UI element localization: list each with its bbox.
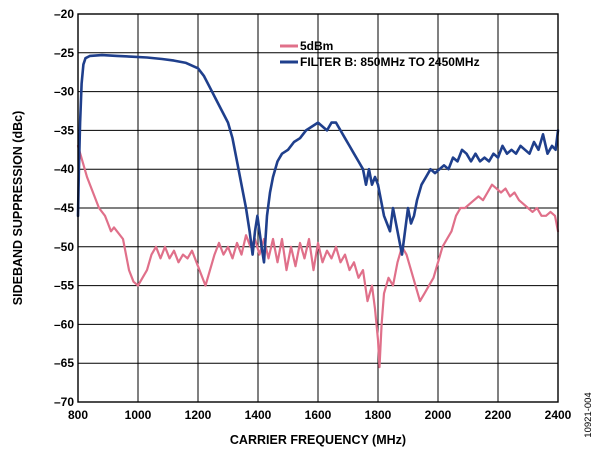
y-tick-label: –60 [54, 317, 74, 331]
y-tick-label: –55 [54, 279, 74, 293]
x-tick-label: 1000 [125, 408, 152, 422]
legend-label-5dbm: 5dBm [300, 39, 333, 53]
y-tick-label: –25 [54, 46, 74, 60]
y-tick-label: –30 [54, 85, 74, 99]
x-tick-label: 1200 [185, 408, 212, 422]
x-tick-label: 800 [68, 408, 88, 422]
x-tick-label: 1800 [365, 408, 392, 422]
tick-labels: 800 1000 1200 1400 1600 1800 2000 2200 2400 –20 –2… [54, 7, 572, 422]
plot-frame [77, 13, 559, 403]
x-axis-label: CARRIER FREQUENCY (MHz) [230, 433, 406, 447]
x-tick-label: 2200 [485, 408, 512, 422]
y-axis-label: SIDEBAND SUPPRESSION (dBc) [11, 111, 25, 305]
y-tick-label: –40 [54, 162, 74, 176]
legend: 5dBm FILTER B: 850MHz TO 2450MHz [280, 39, 480, 69]
x-tick-label: 1600 [305, 408, 332, 422]
series-line-5dbm [76, 144, 560, 369]
series-layer [76, 53, 560, 369]
figure-id: 10921-004 [583, 392, 594, 437]
y-tick-label: –35 [54, 123, 74, 137]
x-tick-label: 2000 [425, 408, 452, 422]
x-tick-label: 2400 [545, 408, 572, 422]
series-line-filter-b [76, 53, 560, 264]
x-tick-label: 1400 [245, 408, 272, 422]
y-tick-label: –65 [54, 356, 74, 370]
y-tick-label: –50 [54, 240, 74, 254]
y-tick-label: –45 [54, 201, 74, 215]
y-tick-label: –20 [54, 7, 74, 21]
y-tick-label: –70 [54, 395, 74, 409]
grid [77, 13, 559, 403]
legend-label-filter-b: FILTER B: 850MHz TO 2450MHz [300, 55, 480, 69]
